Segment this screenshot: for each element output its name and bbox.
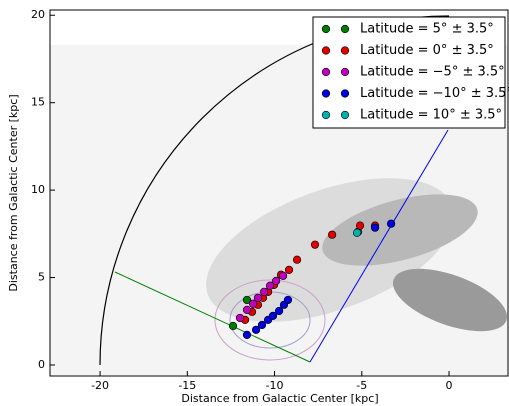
legend-marker: [322, 111, 330, 119]
y-tick-label: 15: [31, 96, 45, 109]
point: [293, 256, 301, 264]
chart: Distance from Galactic Center [kpc] Dist…: [0, 0, 509, 406]
point: [236, 314, 244, 322]
point: [266, 282, 274, 290]
legend-marker: [341, 47, 349, 55]
legend-label: Latitude = 5° ± 3.5°: [360, 22, 494, 37]
point: [254, 294, 262, 302]
x-tick-label: -20: [91, 379, 109, 392]
point: [279, 272, 287, 280]
legend-marker: [341, 68, 349, 76]
point: [285, 266, 293, 274]
point: [272, 277, 280, 285]
point: [387, 220, 395, 228]
x-tick-label: -10: [266, 379, 284, 392]
legend-marker: [341, 111, 349, 119]
point: [311, 241, 319, 249]
legend-marker: [341, 90, 349, 98]
legend-label: Latitude = −10° ± 3.5°: [360, 86, 509, 101]
y-axis-label: Distance from Galactic Center [kpc]: [7, 94, 20, 291]
legend-marker: [322, 68, 330, 76]
point: [260, 288, 268, 296]
y-tick-label: 10: [31, 183, 45, 196]
point: [284, 296, 292, 304]
legend-label: Latitude = 10° ± 3.5°: [360, 108, 502, 123]
legend-marker: [322, 90, 330, 98]
point: [243, 331, 251, 339]
y-tick-label: 5: [38, 271, 45, 284]
x-tick-label: 0: [446, 379, 453, 392]
point: [356, 222, 364, 230]
point: [353, 229, 361, 237]
legend-marker: [341, 25, 349, 33]
legend-marker: [322, 47, 330, 55]
y-tick-label: 0: [38, 358, 45, 371]
x-tick-label: -15: [178, 379, 196, 392]
point: [275, 307, 283, 315]
point: [371, 224, 379, 232]
x-tick-label: -5: [356, 379, 367, 392]
y-tick-label: 20: [31, 8, 45, 21]
point: [229, 322, 237, 330]
point: [328, 231, 336, 239]
legend-label: Latitude = −5° ± 3.5°: [360, 65, 505, 80]
legend-marker: [322, 25, 330, 33]
point: [269, 312, 277, 320]
point: [243, 306, 251, 314]
point: [258, 321, 266, 329]
legend-label: Latitude = 0° ± 3.5°: [360, 43, 494, 58]
x-axis-label: Distance from Galactic Center [kpc]: [181, 392, 378, 405]
